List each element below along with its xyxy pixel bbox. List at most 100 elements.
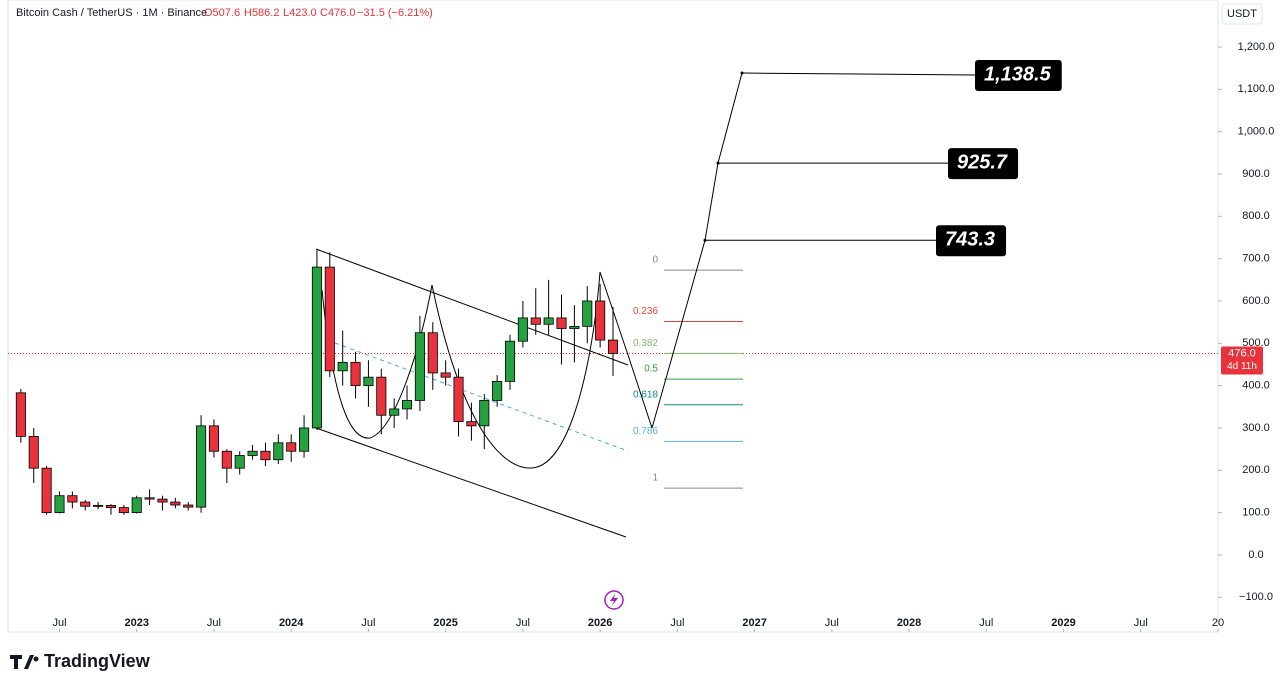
price-label: 476.0 — [1228, 347, 1256, 359]
candle-body — [595, 300, 606, 341]
candle-body — [15, 392, 26, 437]
fib-label: 0.618 — [633, 389, 658, 400]
candle-body — [247, 450, 258, 456]
header-change: −31.5 (−6.21%) — [357, 7, 433, 19]
y-tick-label: 400.0 — [1242, 380, 1270, 392]
y-tick-label: 900.0 — [1242, 168, 1270, 180]
target-label: 1,138.5 — [984, 63, 1052, 85]
x-tick-label: 2028 — [897, 617, 921, 629]
x-tick-label: 2024 — [279, 617, 304, 629]
candle-body — [479, 400, 490, 427]
candle-body — [350, 361, 361, 387]
x-tick-label: 20 — [1212, 617, 1224, 629]
fib-label: 0.786 — [633, 426, 658, 437]
header-high: H586.2 — [244, 7, 279, 19]
candle-body — [260, 450, 271, 461]
y-tick-label: −100.0 — [1239, 591, 1273, 603]
x-tick-label: 2026 — [588, 617, 612, 629]
currency-box[interactable] — [1221, 3, 1263, 25]
x-tick-label: Jul — [979, 617, 993, 629]
y-tick-label: 100.0 — [1242, 507, 1270, 519]
header-close: C476.0 — [320, 7, 355, 19]
candle-body — [234, 455, 245, 469]
candle-body — [183, 504, 194, 508]
candle-body — [427, 332, 438, 374]
target-line — [741, 72, 976, 76]
header-symbol: Bitcoin Cash / TetherUS · 1M · Binance — [16, 7, 207, 19]
channel-upper — [315, 248, 629, 366]
candle-body — [311, 266, 322, 429]
candle-body — [28, 436, 39, 469]
candle-body — [569, 325, 580, 329]
x-tick-label: Jul — [670, 617, 684, 629]
candle-body — [543, 317, 554, 325]
candle-body — [556, 317, 567, 329]
candle-body — [105, 505, 117, 508]
header-open: O507.6 — [204, 7, 240, 19]
x-tick-label: 2029 — [1051, 617, 1075, 629]
event-bolt — [610, 594, 618, 606]
candle-body — [157, 498, 168, 503]
target-box — [948, 148, 1019, 180]
logo-mark — [10, 655, 34, 669]
candle-body — [221, 450, 232, 469]
y-tick-label: 1,000.0 — [1238, 126, 1275, 138]
price-countdown: 4d 11h — [1227, 361, 1257, 372]
channel-lower — [315, 427, 627, 538]
projection-up — [651, 72, 743, 429]
candle-body — [402, 400, 413, 410]
header-low: L423.0 — [283, 7, 317, 19]
candle-body — [67, 495, 78, 503]
y-tick-label: 1,200.0 — [1238, 41, 1275, 53]
candle-body — [607, 339, 619, 354]
y-tick-label: 600.0 — [1242, 295, 1270, 307]
price-label-box — [1221, 346, 1263, 375]
candle-body — [170, 501, 181, 506]
candle-body — [80, 501, 91, 507]
y-tick-label: 1,100.0 — [1238, 83, 1275, 95]
currency[interactable]: USDT — [1227, 8, 1257, 20]
candle-body — [299, 427, 310, 452]
target-box — [975, 60, 1062, 92]
y-tick-label: 500.0 — [1242, 337, 1270, 349]
y-tick-label: 700.0 — [1242, 253, 1270, 265]
target-label: 925.7 — [957, 151, 1008, 173]
candle-body — [208, 425, 219, 452]
x-tick-label: Jul — [52, 617, 66, 629]
candle-body — [324, 266, 335, 372]
x-tick-label: Jul — [1134, 617, 1148, 629]
candle-body — [118, 507, 129, 514]
fib-label: 0 — [652, 255, 658, 266]
candle-body — [530, 317, 541, 325]
projection-down — [599, 271, 653, 429]
fib-label: 1 — [652, 473, 658, 484]
logo-dot — [33, 656, 39, 662]
x-tick-label: Jul — [361, 617, 375, 629]
target-box — [936, 225, 1007, 257]
fib-label: 0.236 — [633, 306, 658, 317]
x-tick-label: 2025 — [433, 617, 457, 629]
x-tick-label: Jul — [516, 617, 530, 629]
candle-body — [54, 495, 65, 514]
event-icon[interactable] — [604, 590, 624, 610]
x-tick-label: 2023 — [124, 617, 148, 629]
y-tick-label: 200.0 — [1242, 464, 1270, 476]
candle-body — [131, 497, 142, 514]
y-tick-label: 800.0 — [1242, 210, 1270, 222]
candle-body — [582, 300, 593, 327]
candle-body — [196, 425, 207, 508]
candle-body — [492, 381, 503, 401]
y-tick-label: 300.0 — [1242, 422, 1270, 434]
candle-body — [376, 376, 387, 416]
candle-body — [93, 505, 104, 507]
target-label: 743.3 — [945, 229, 995, 251]
candle-body — [273, 442, 284, 461]
fib-label: 0.5 — [644, 364, 658, 375]
candle-body — [363, 376, 374, 387]
candle-body — [41, 467, 52, 514]
candle-body — [440, 372, 451, 378]
candle-body — [337, 361, 348, 372]
candle-body — [466, 421, 477, 427]
candle-body — [286, 442, 297, 452]
